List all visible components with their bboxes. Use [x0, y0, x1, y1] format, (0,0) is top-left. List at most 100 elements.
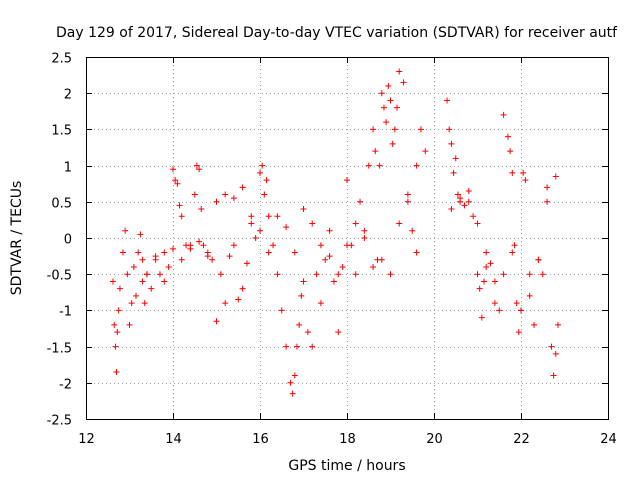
data-point [470, 213, 477, 220]
y-tick-label: -2.5 [47, 414, 72, 429]
y-tick-label: 2 [64, 88, 72, 103]
data-point [446, 126, 453, 133]
data-point [513, 300, 520, 307]
data-point [257, 169, 263, 176]
data-point [554, 321, 561, 328]
data-point [404, 198, 411, 205]
x-tick-label: 18 [339, 432, 356, 447]
data-point [417, 126, 424, 133]
data-point [265, 213, 272, 220]
data-point [222, 191, 229, 198]
data-point [391, 126, 398, 133]
data-point [500, 111, 507, 118]
data-point [481, 278, 488, 285]
data-point [483, 249, 490, 256]
y-tick-label: -1.5 [47, 342, 72, 357]
data-point [376, 162, 383, 169]
data-point [130, 263, 137, 270]
data-point [200, 242, 207, 249]
data-point [178, 213, 185, 220]
data-point [474, 220, 481, 227]
chart-title: Day 129 of 2017, Sidereal Day-to-day VTE… [56, 25, 618, 41]
data-point [191, 191, 198, 198]
data-point [165, 263, 172, 270]
data-point [387, 271, 394, 278]
y-tick-label: 2.5 [51, 52, 72, 67]
data-point [474, 271, 481, 278]
data-point [448, 206, 455, 213]
data-point [298, 292, 305, 299]
data-point [504, 133, 511, 140]
data-point [176, 202, 183, 209]
data-point [143, 271, 150, 278]
data-point [196, 166, 203, 173]
data-point [487, 260, 494, 267]
data-point [226, 253, 233, 260]
data-point [293, 343, 300, 350]
data-point [326, 227, 333, 234]
data-point [496, 307, 503, 314]
data-point [526, 292, 533, 299]
data-point [198, 206, 205, 213]
data-point [520, 169, 527, 176]
data-point [248, 220, 255, 227]
data-point [357, 198, 364, 205]
data-point [465, 187, 472, 194]
data-point [550, 372, 557, 379]
data-point [230, 195, 237, 202]
data-point [387, 97, 394, 104]
data-point [509, 249, 516, 256]
data-point [122, 227, 129, 234]
x-tick-label: 20 [426, 432, 443, 447]
data-point [178, 256, 185, 263]
data-point [548, 343, 555, 350]
data-point [111, 321, 118, 328]
x-tick-label: 16 [252, 432, 269, 447]
data-point [522, 177, 529, 184]
data-point [413, 249, 420, 256]
grid-lines [86, 57, 608, 419]
data-point [313, 271, 320, 278]
data-point [116, 285, 123, 292]
data-point [259, 162, 266, 169]
data-point [213, 198, 220, 205]
x-tick-label: 12 [78, 432, 95, 447]
data-point [544, 198, 551, 205]
data-point [539, 271, 546, 278]
data-point [352, 220, 359, 227]
data-point [291, 372, 298, 379]
data-point [409, 227, 416, 234]
data-point [361, 227, 368, 234]
data-point [452, 155, 459, 162]
data-point [526, 271, 533, 278]
data-point [270, 242, 277, 249]
y-tick-labels: -2.5 -2 -1.5 -1 -0.5 0 0.5 1 1.5 2 2.5 [47, 52, 72, 429]
data-point [552, 173, 559, 180]
data-point [454, 191, 461, 198]
data-point [309, 220, 316, 227]
data-point [230, 242, 237, 249]
data-point [257, 227, 263, 234]
data-point [148, 285, 155, 292]
data-point [161, 249, 168, 256]
data-point [304, 329, 311, 336]
data-point [289, 390, 296, 397]
data-point [450, 169, 457, 176]
data-point [187, 242, 194, 249]
y-tick-label: -2 [59, 378, 72, 393]
data-point [394, 104, 401, 111]
data-point [317, 300, 324, 307]
data-point [385, 82, 392, 89]
data-point [518, 307, 524, 314]
data-point [335, 271, 342, 278]
data-point [161, 278, 168, 285]
data-point [400, 79, 407, 86]
data-point [344, 242, 350, 249]
data-point [261, 191, 268, 198]
data-point [109, 278, 116, 285]
data-point [352, 271, 359, 278]
data-point [209, 256, 216, 263]
data-points [109, 68, 561, 397]
data-point [378, 256, 385, 263]
data-point [283, 343, 290, 350]
